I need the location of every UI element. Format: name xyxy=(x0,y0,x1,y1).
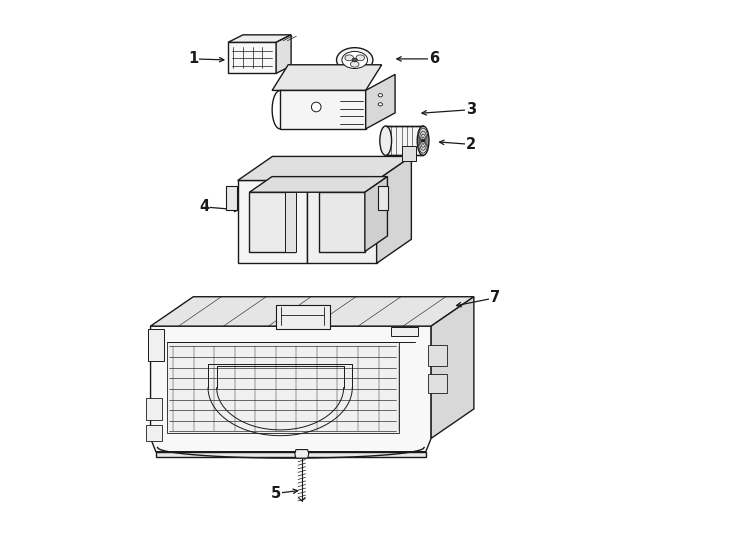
Ellipse shape xyxy=(378,93,382,97)
Polygon shape xyxy=(285,192,296,252)
Ellipse shape xyxy=(352,58,357,62)
Polygon shape xyxy=(295,450,309,458)
Polygon shape xyxy=(385,126,423,156)
Polygon shape xyxy=(238,157,411,180)
Polygon shape xyxy=(431,296,474,438)
Polygon shape xyxy=(272,65,382,90)
Text: 1: 1 xyxy=(188,51,198,66)
Text: 7: 7 xyxy=(490,291,501,305)
Polygon shape xyxy=(365,177,388,252)
Text: 3: 3 xyxy=(466,102,476,117)
Polygon shape xyxy=(238,180,307,264)
Ellipse shape xyxy=(378,103,382,106)
Ellipse shape xyxy=(356,55,365,61)
Polygon shape xyxy=(429,374,447,393)
Polygon shape xyxy=(429,345,447,366)
Polygon shape xyxy=(150,326,431,452)
Text: 2: 2 xyxy=(466,137,476,152)
Ellipse shape xyxy=(311,102,321,112)
Polygon shape xyxy=(307,180,377,264)
Ellipse shape xyxy=(342,51,368,69)
Polygon shape xyxy=(167,342,399,433)
Polygon shape xyxy=(228,35,291,42)
Polygon shape xyxy=(250,192,295,252)
Polygon shape xyxy=(391,327,418,336)
Polygon shape xyxy=(401,146,415,161)
Polygon shape xyxy=(377,157,411,264)
Polygon shape xyxy=(226,186,236,210)
Ellipse shape xyxy=(379,126,391,156)
Text: 5: 5 xyxy=(271,486,281,501)
Polygon shape xyxy=(276,305,330,329)
Polygon shape xyxy=(319,192,365,252)
Text: 4: 4 xyxy=(199,199,209,214)
Polygon shape xyxy=(148,329,164,361)
Ellipse shape xyxy=(421,139,425,142)
Polygon shape xyxy=(276,35,291,73)
Ellipse shape xyxy=(336,48,373,72)
Text: 6: 6 xyxy=(429,51,439,66)
Polygon shape xyxy=(146,399,162,420)
Ellipse shape xyxy=(350,62,359,67)
Polygon shape xyxy=(378,186,388,210)
Polygon shape xyxy=(250,177,388,192)
Ellipse shape xyxy=(417,126,429,156)
Polygon shape xyxy=(228,42,276,73)
Polygon shape xyxy=(280,90,366,129)
Polygon shape xyxy=(156,452,426,457)
Polygon shape xyxy=(150,296,474,326)
Polygon shape xyxy=(146,425,162,441)
Polygon shape xyxy=(366,75,395,129)
Ellipse shape xyxy=(345,55,354,61)
